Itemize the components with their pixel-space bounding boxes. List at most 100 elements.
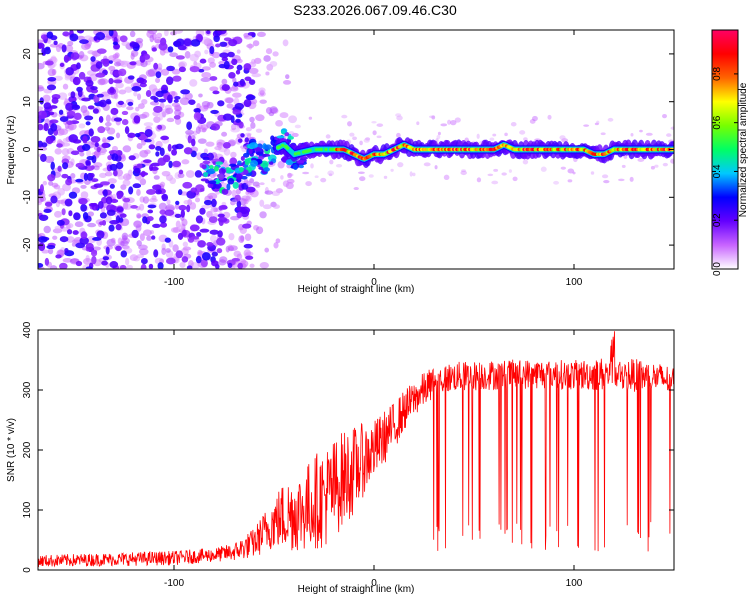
spectrogram-cell (38, 110, 48, 120)
spectrogram-cell (90, 250, 98, 257)
spectrogram-cell (190, 39, 201, 47)
spectrogram-cell (133, 91, 138, 97)
spectrogram-cell (137, 176, 145, 182)
spectrogram-cell (335, 164, 343, 168)
spectrogram-cell (119, 213, 127, 218)
spectrogram-cell (38, 236, 48, 243)
spectrogram-cell (127, 101, 134, 107)
spectrogram-cell (120, 241, 125, 247)
spectrogram-cell (73, 112, 82, 121)
spectrogram-cell (487, 173, 494, 177)
colorbar-label: Normalized spectral amplitude (738, 82, 749, 217)
spectrogram-cell (201, 204, 211, 209)
spectrogram-cell (93, 35, 98, 42)
spectrogram-cell (510, 121, 517, 127)
spectrogram-cell (263, 55, 271, 62)
spectrogram-cell (46, 31, 54, 39)
spectrogram-cell (183, 38, 192, 47)
spectrogram-cell (108, 30, 114, 37)
spectrogram-cell (120, 250, 128, 258)
spectrogram-cell (99, 78, 109, 85)
spectrogram-cell (189, 202, 197, 210)
spectrogram-cell (180, 209, 185, 218)
spectrogram-cell (169, 177, 177, 185)
snr-x-ticks: -100 0 100 (164, 330, 583, 589)
spectrogram-cell (76, 62, 81, 70)
spectrogram-cell (372, 130, 377, 136)
spectrogram-cell (218, 167, 226, 175)
spectrogram-cell (122, 60, 131, 66)
spectrogram-cell (302, 171, 310, 175)
spectrogram-cell (135, 37, 144, 44)
spectrogram-cell (143, 122, 154, 127)
spectrogram-cell (64, 76, 71, 81)
spectrogram-cell (285, 146, 290, 150)
spectrogram-cell (244, 233, 252, 242)
spectrogram-cell (219, 52, 229, 58)
spectrogram-cell (126, 264, 133, 269)
spectrogram-cell (199, 58, 207, 64)
spectrogram-cell (58, 128, 69, 136)
spectrogram-cell (241, 146, 248, 153)
spectrogram-cell (186, 265, 193, 269)
spectrogram-cell (269, 60, 278, 67)
spectrogram-cell (54, 210, 62, 218)
spectrogram-cell (201, 66, 211, 71)
spectrogram-cell (259, 182, 265, 186)
spectrogram-cell (204, 49, 209, 55)
spectrogram-cell (57, 187, 65, 196)
spectrogram-cell (71, 104, 81, 111)
spectrogram-cell (118, 68, 127, 77)
spectrogram-cell (115, 132, 121, 139)
spectrogram-cell (222, 113, 233, 121)
spectrogram-cell (199, 188, 205, 192)
colorbar: 0.0 0.2 0.4 0.6 0.8 Normalized spectral ampl… (711, 29, 749, 276)
spectrogram-cell (125, 257, 130, 266)
spectrogram-cell (189, 224, 200, 232)
spectrogram-cell (106, 127, 116, 135)
spectrogram-cell (136, 240, 142, 247)
spectrogram-cell (363, 138, 370, 143)
spectrogram-cell (245, 255, 254, 260)
spectrogram-cell (119, 35, 128, 43)
spectrogram-cell (105, 114, 111, 123)
spectrogram-cell (203, 148, 209, 154)
spectrogram-cell (244, 158, 250, 166)
spectrogram-cell (142, 196, 150, 204)
spectrogram-cell (203, 171, 209, 178)
spectrogram-cell (129, 41, 139, 48)
spectrogram-cell (216, 237, 226, 246)
spectrogram-cell (281, 143, 285, 147)
spectrogram-cell (243, 99, 252, 108)
spectrogram-cell (49, 119, 59, 124)
spectrogram-cell (51, 97, 59, 104)
spectrogram-cell (73, 212, 81, 221)
spectrogram-cell (121, 118, 129, 126)
spectrogram-y-ticks: -20 -10 0 10 20 (22, 48, 674, 252)
spectrogram-cell (66, 110, 76, 117)
spectrogram-cell (115, 82, 124, 89)
spectrogram-cell (231, 123, 237, 131)
spectrogram-cell (243, 249, 251, 257)
spectrogram-cell (409, 171, 413, 177)
spectrogram-cell (149, 34, 155, 43)
spectrogram-cell (159, 215, 167, 224)
spectrogram-cell (104, 121, 112, 127)
spectrogram-cell (172, 75, 182, 82)
spectrogram-cell (232, 181, 239, 189)
spectrogram-cell (211, 251, 218, 257)
spectrogram-cell (572, 171, 576, 175)
spectrogram-cell (157, 157, 167, 166)
spectrogram-cell (240, 145, 246, 149)
spectrogram-cell (236, 211, 243, 219)
spectrogram-cell (175, 55, 185, 60)
spectrogram-cell (621, 164, 626, 168)
spectrogram-cell (38, 39, 44, 44)
spectrogram-cell (44, 201, 53, 207)
spectrogram-cell (177, 232, 184, 240)
spectrogram-cell (282, 180, 290, 187)
spectrogram-cell (397, 162, 404, 168)
spectrogram-cell (197, 138, 207, 144)
spectrogram-cell (164, 209, 175, 216)
spectrogram-cell (74, 221, 84, 228)
